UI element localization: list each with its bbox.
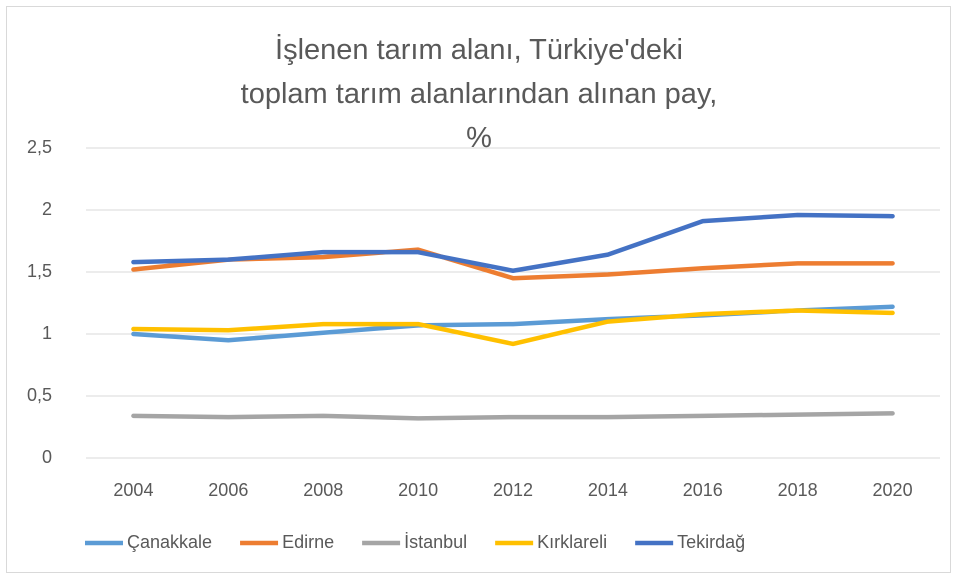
x-tick-label: 2010 <box>398 480 438 500</box>
y-tick-label: 2,5 <box>27 137 52 157</box>
series-line <box>131 308 895 347</box>
series-line <box>131 247 895 281</box>
legend-label: Kırklareli <box>537 532 607 552</box>
x-tick-label: 2008 <box>303 480 343 500</box>
x-tick-label: 2004 <box>113 480 153 500</box>
series-line <box>131 411 895 421</box>
legend-label: Tekirdağ <box>677 532 745 552</box>
x-tick-label: 2014 <box>588 480 628 500</box>
x-tick-label: 2012 <box>493 480 533 500</box>
y-tick-label: 2 <box>42 199 52 219</box>
y-tick-label: 1,5 <box>27 261 52 281</box>
x-tick-label: 2006 <box>208 480 248 500</box>
series-line <box>131 212 895 274</box>
x-tick-label: 2016 <box>683 480 723 500</box>
chart-title: İşlenen tarım alanı, Türkiye'deki toplam… <box>240 34 718 154</box>
y-tick-label: 1 <box>42 323 52 343</box>
y-tick-label: 0,5 <box>27 385 52 405</box>
legend-label: Çanakkale <box>127 532 212 552</box>
y-tick-label: 0 <box>42 447 52 467</box>
legend-label: İstanbul <box>404 532 467 552</box>
chart-border <box>6 6 951 573</box>
legend-label: Edirne <box>282 532 334 552</box>
x-tick-label: 2020 <box>873 480 913 500</box>
x-tick-label: 2018 <box>778 480 818 500</box>
